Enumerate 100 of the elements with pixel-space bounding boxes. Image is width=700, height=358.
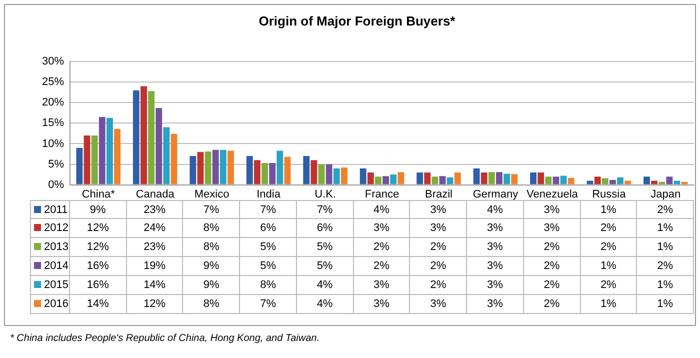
data-label: 8% <box>183 295 240 314</box>
data-label: 1% <box>637 295 694 314</box>
x-tick-label: U.K. <box>314 188 336 200</box>
data-label: 3% <box>467 276 524 295</box>
data-label: 4% <box>296 295 354 314</box>
data-label: 2% <box>354 257 410 276</box>
bar <box>511 174 518 184</box>
bar <box>220 150 226 184</box>
data-label: 3% <box>467 238 524 257</box>
bar <box>163 127 170 184</box>
data-label: 2% <box>410 238 468 257</box>
data-label: 9% <box>70 200 127 219</box>
bar <box>545 176 552 184</box>
bar <box>318 164 325 184</box>
data-label: 8% <box>240 276 297 295</box>
data-label: 12% <box>70 238 127 257</box>
bar <box>91 136 98 184</box>
x-tick-label: Russia <box>592 188 627 200</box>
data-label: 23% <box>126 238 184 257</box>
x-tick-label: Germany <box>472 188 519 200</box>
data-label: 2% <box>524 238 581 257</box>
data-label: 2% <box>410 257 468 276</box>
bar <box>276 150 284 184</box>
bar <box>666 176 673 184</box>
bar <box>432 176 438 184</box>
data-label: 7% <box>240 295 297 314</box>
legend-label: 2015 <box>30 276 70 295</box>
y-tick-label: 30% <box>42 56 64 68</box>
data-label: 24% <box>126 219 184 238</box>
x-tick-label: China* <box>82 188 116 200</box>
bar <box>488 172 495 184</box>
bar <box>446 177 454 184</box>
legend-label: 2014 <box>30 257 70 276</box>
bar <box>586 180 594 184</box>
bar <box>360 168 366 184</box>
data-label: 1% <box>637 219 694 238</box>
data-label: 23% <box>126 200 184 219</box>
bar <box>382 176 389 184</box>
data-label: 2% <box>524 276 581 295</box>
bar <box>390 174 397 184</box>
data-label: 1% <box>580 295 638 314</box>
bar <box>156 108 162 184</box>
bar <box>568 178 574 184</box>
data-label: 16% <box>70 257 127 276</box>
data-label: 3% <box>410 200 468 219</box>
text: * China includes People's Republic of China, Hong Kong, and Taiwan. <box>10 333 320 344</box>
x-tick-label: Canada <box>136 188 176 200</box>
bar <box>530 172 536 184</box>
data-label: 3% <box>410 295 468 314</box>
data-label: 5% <box>240 257 297 276</box>
data-label: 3% <box>524 219 581 238</box>
data-label: 3% <box>354 276 410 295</box>
data-label: 5% <box>296 257 354 276</box>
data-label: 12% <box>70 219 127 238</box>
x-tick-label: France <box>364 188 400 200</box>
bar <box>333 168 340 184</box>
data-label: 7% <box>296 200 354 219</box>
data-label: 3% <box>410 219 468 238</box>
bar <box>84 136 90 184</box>
data-label: 6% <box>296 219 354 238</box>
bar <box>681 182 688 184</box>
bar <box>132 90 140 184</box>
bar <box>644 176 650 184</box>
y-tick-label: 0% <box>48 178 64 191</box>
data-label: 5% <box>240 238 297 257</box>
data-label: 2% <box>580 219 638 238</box>
bar <box>367 172 374 184</box>
data-label: 2% <box>524 295 581 314</box>
x-tick-label: Mexico <box>194 188 230 200</box>
bar <box>114 128 120 184</box>
bar <box>674 180 680 184</box>
data-label: 2% <box>524 257 581 276</box>
bar <box>658 182 666 184</box>
legend-label: 2016 <box>30 295 70 314</box>
bar <box>212 150 219 184</box>
bar <box>473 168 480 184</box>
legend-label: 2013 <box>30 238 70 257</box>
data-label: 12% <box>126 295 184 314</box>
data-label: 19% <box>126 257 184 276</box>
bar <box>538 172 544 184</box>
data-label: 9% <box>183 257 240 276</box>
data-label: 2% <box>580 276 638 295</box>
bar <box>310 160 318 184</box>
bar <box>269 163 276 184</box>
y-tick-label: 5% <box>48 158 64 170</box>
data-label: 5% <box>296 238 354 257</box>
data-label: 14% <box>126 276 184 295</box>
bar <box>204 152 212 184</box>
data-label: 7% <box>183 200 240 219</box>
bar <box>228 150 234 184</box>
bar <box>76 148 83 184</box>
bar <box>617 177 624 184</box>
bar <box>340 168 348 184</box>
data-label: 3% <box>467 295 524 314</box>
data-label: 3% <box>354 219 410 238</box>
bar <box>651 180 658 184</box>
bar <box>98 117 106 184</box>
bar <box>398 172 404 184</box>
bar <box>190 156 196 184</box>
bar <box>439 176 446 184</box>
